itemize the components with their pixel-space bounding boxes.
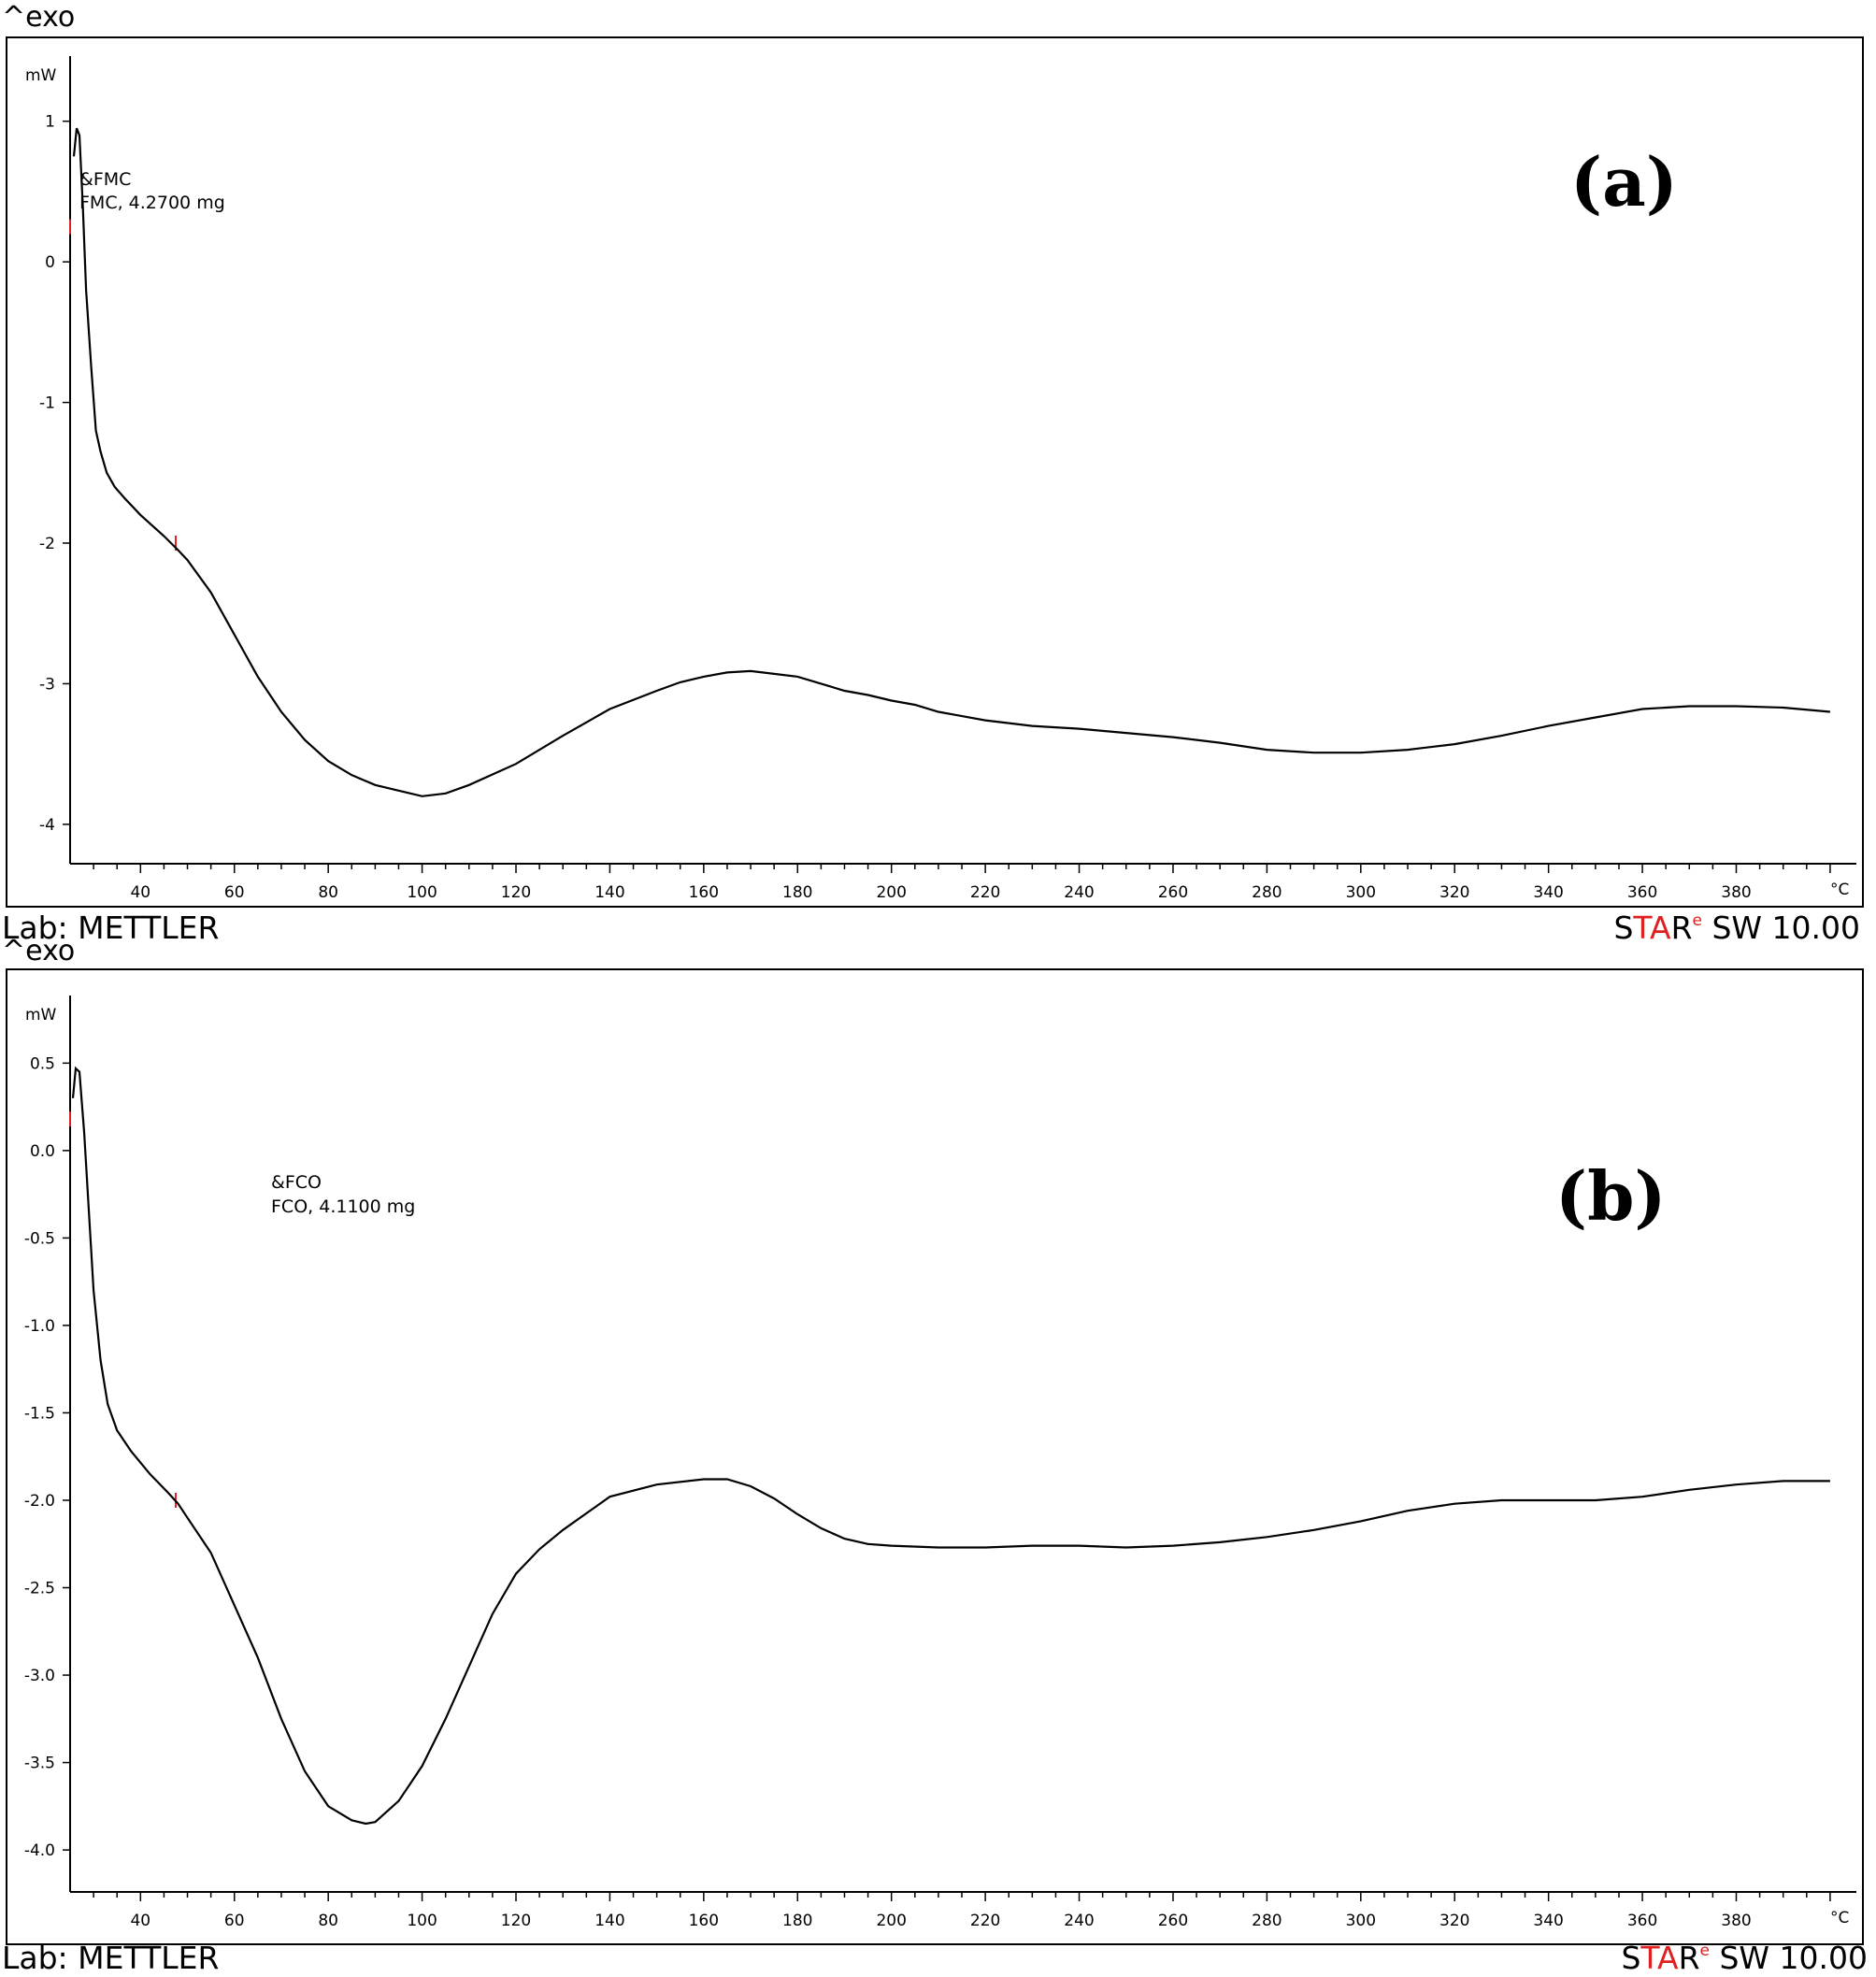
x-tick-label: 220 bbox=[970, 1912, 1000, 1930]
plot-frame bbox=[6, 36, 1864, 908]
y-tick-label: 0.0 bbox=[30, 1142, 55, 1161]
x-tick-label: 140 bbox=[594, 883, 624, 902]
lab-label: Lab: METTLER bbox=[2, 910, 219, 946]
exo-direction-label: ^exo bbox=[2, 935, 75, 967]
x-tick-label: 100 bbox=[407, 883, 437, 902]
software-label: STARe SW 10.00 bbox=[1613, 910, 1860, 946]
y-tick-label: -0.5 bbox=[24, 1229, 55, 1248]
sample-mass: FCO, 4.1100 mg bbox=[271, 1196, 415, 1217]
brand-superscript: e bbox=[1693, 911, 1702, 930]
y-tick-label: 1 bbox=[45, 113, 55, 132]
x-tick-label: 200 bbox=[876, 1912, 906, 1930]
sample-name: &FCO bbox=[271, 1172, 322, 1193]
x-tick-label: 60 bbox=[224, 1912, 245, 1930]
x-tick-label: 140 bbox=[594, 1912, 624, 1930]
brand-letters-ta: TA bbox=[1640, 1940, 1679, 1976]
x-tick-label: 120 bbox=[501, 883, 531, 902]
x-tick-label: 160 bbox=[689, 883, 719, 902]
x-tick-label: 360 bbox=[1627, 1912, 1657, 1930]
x-tick-label: 40 bbox=[130, 1912, 150, 1930]
y-tick-label: -4.0 bbox=[24, 1841, 55, 1860]
x-tick-label: 120 bbox=[501, 1912, 531, 1930]
x-tick-label: 180 bbox=[782, 1912, 812, 1930]
panel-label: (b) bbox=[1555, 1156, 1666, 1236]
y-tick-label: -3 bbox=[39, 675, 55, 694]
brand-letter-s: S bbox=[1613, 910, 1633, 946]
x-unit-label: °C bbox=[1830, 1909, 1849, 1927]
brand-letter-r: R bbox=[1671, 910, 1693, 946]
brand-letter-s: S bbox=[1621, 1940, 1640, 1976]
x-tick-label: 260 bbox=[1158, 1912, 1188, 1930]
x-tick-label: 340 bbox=[1533, 1912, 1563, 1930]
x-tick-label: 260 bbox=[1158, 883, 1188, 902]
x-tick-label: 100 bbox=[407, 1912, 437, 1930]
sample-mass: FMC, 4.2700 mg bbox=[79, 193, 225, 213]
x-tick-label: 180 bbox=[782, 883, 812, 902]
y-tick-label: -2 bbox=[39, 535, 55, 553]
x-unit-label: °C bbox=[1830, 881, 1849, 899]
dsc-curve bbox=[72, 127, 1830, 797]
brand-letter-r: R bbox=[1679, 1940, 1700, 1976]
x-tick-label: 40 bbox=[130, 883, 150, 902]
exo-direction-label: ^exo bbox=[2, 1, 75, 34]
y-tick-label: 0 bbox=[45, 253, 55, 272]
plot-frame bbox=[6, 968, 1864, 1945]
software-version: SW 10.00 bbox=[1702, 910, 1860, 946]
x-tick-label: 60 bbox=[224, 883, 245, 902]
x-tick-label: 320 bbox=[1439, 1912, 1469, 1930]
y-tick-label: -1 bbox=[39, 394, 55, 413]
y-tick-label: -1.0 bbox=[24, 1317, 55, 1336]
x-tick-label: 240 bbox=[1064, 883, 1094, 902]
x-tick-label: 360 bbox=[1627, 883, 1657, 902]
brand-superscript: e bbox=[1700, 1941, 1710, 1960]
software-label: STARe SW 10.00 bbox=[1621, 1940, 1868, 1976]
x-tick-label: 80 bbox=[318, 883, 338, 902]
y-tick-label: -3.0 bbox=[24, 1667, 55, 1685]
panel-b: ^exo mW °C &FCO FCO, 4.1100 mg (b) 0.5 0.… bbox=[2, 935, 1868, 1976]
x-tick-label: 320 bbox=[1439, 883, 1469, 902]
y-tick-label: -1.5 bbox=[24, 1404, 55, 1423]
panel-a: ^exo mW °C &FMC FMC, 4.2700 mg (a) 1 0 -1 -… bbox=[2, 1, 1864, 946]
y-unit-label: mW bbox=[25, 1006, 57, 1024]
brand-letters-ta: TA bbox=[1632, 910, 1671, 946]
x-tick-label: 220 bbox=[970, 883, 1000, 902]
y-tick-label: -3.5 bbox=[24, 1755, 55, 1773]
x-tick-label: 340 bbox=[1533, 883, 1563, 902]
y-tick-label: -2.0 bbox=[24, 1492, 55, 1511]
x-tick-label: 300 bbox=[1346, 1912, 1376, 1930]
y-tick-label: 0.5 bbox=[30, 1054, 55, 1073]
x-tick-label: 280 bbox=[1252, 1912, 1282, 1930]
y-unit-label: mW bbox=[25, 66, 57, 85]
x-tick-label: 240 bbox=[1064, 1912, 1094, 1930]
x-tick-label: 280 bbox=[1252, 883, 1282, 902]
x-tick-label: 160 bbox=[689, 1912, 719, 1930]
y-tick-label: -2.5 bbox=[24, 1580, 55, 1598]
lab-label: Lab: METTLER bbox=[2, 1940, 219, 1976]
x-tick-label: 380 bbox=[1721, 883, 1751, 902]
x-tick-label: 200 bbox=[876, 883, 906, 902]
dsc-curve bbox=[71, 1066, 1830, 1826]
software-version: SW 10.00 bbox=[1710, 1940, 1868, 1976]
sample-name: &FMC bbox=[79, 169, 131, 190]
panel-label: (a) bbox=[1570, 142, 1678, 222]
x-tick-label: 380 bbox=[1721, 1912, 1751, 1930]
y-tick-label: -4 bbox=[39, 816, 55, 835]
x-tick-label: 80 bbox=[318, 1912, 338, 1930]
x-tick-label: 300 bbox=[1346, 883, 1376, 902]
